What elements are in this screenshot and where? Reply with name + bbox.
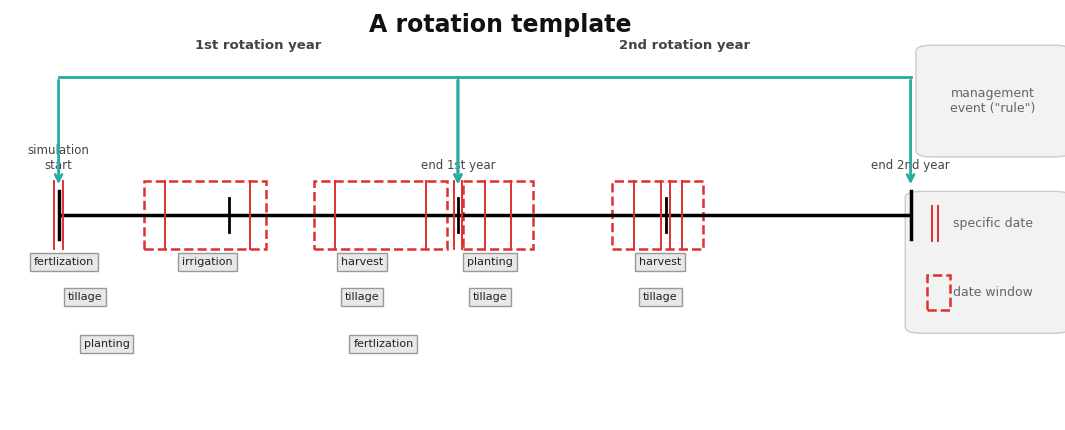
Bar (463, 181, 532, 249)
Text: management
event ("rule"): management event ("rule") (950, 87, 1036, 115)
Bar (144, 181, 266, 249)
Text: end 2nd year: end 2nd year (871, 159, 950, 172)
Bar (314, 181, 447, 249)
Text: planting: planting (83, 339, 130, 349)
Text: planting: planting (466, 257, 513, 267)
Text: A rotation template: A rotation template (370, 13, 632, 37)
FancyBboxPatch shape (916, 45, 1065, 157)
Text: specific date: specific date (953, 217, 1033, 230)
FancyBboxPatch shape (905, 191, 1065, 333)
Text: harvest: harvest (639, 257, 682, 267)
Text: fertlization: fertlization (34, 257, 94, 267)
Text: fertlization: fertlization (354, 339, 413, 349)
Text: tillage: tillage (68, 292, 102, 302)
Text: irrigation: irrigation (182, 257, 233, 267)
Text: tillage: tillage (473, 292, 507, 302)
Text: tillage: tillage (643, 292, 677, 302)
Text: date window: date window (953, 286, 1033, 299)
Text: 1st rotation year: 1st rotation year (195, 39, 322, 52)
Bar (612, 181, 703, 249)
Text: harvest: harvest (341, 257, 383, 267)
Text: tillage: tillage (345, 292, 379, 302)
Text: end 1st year: end 1st year (421, 159, 495, 172)
Text: simulation
start: simulation start (28, 144, 89, 172)
Bar (927, 275, 950, 310)
Text: 2nd rotation year: 2nd rotation year (619, 39, 750, 52)
